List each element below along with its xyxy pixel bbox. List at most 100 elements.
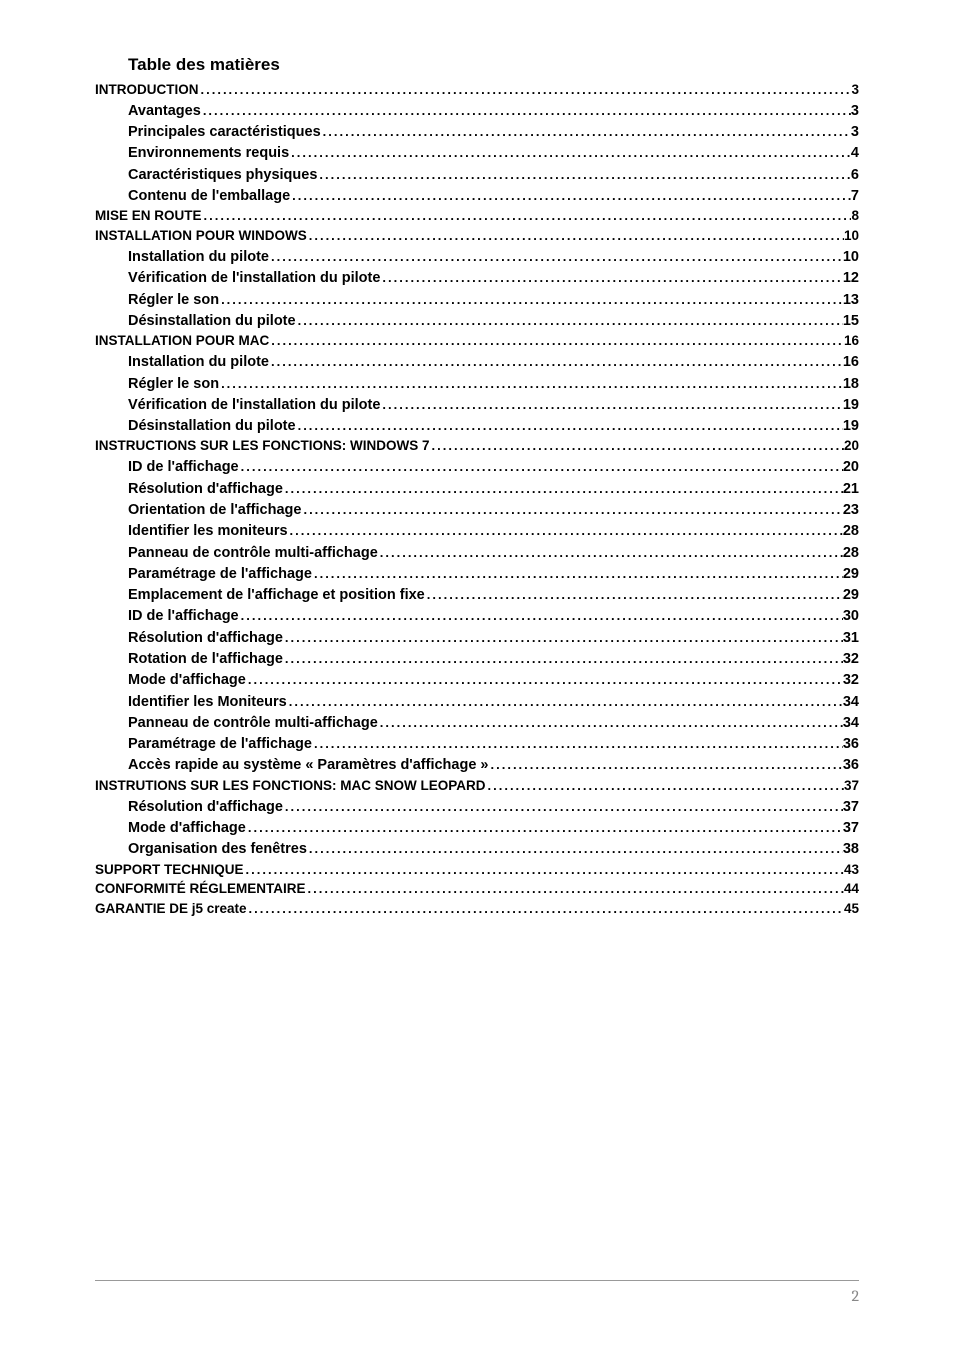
toc-entry-title: Paramétrage de l'affichage	[128, 734, 312, 754]
toc-entry-title: Régler le son	[128, 374, 219, 394]
toc-entry-title: INSTALLATION POUR MAC	[95, 332, 269, 351]
toc-entry[interactable]: CONFORMITÉ RÉGLEMENTAIRE ...............…	[95, 880, 859, 899]
toc-leader-dots: ........................................…	[425, 586, 843, 604]
toc-entry[interactable]: Emplacement de l'affichage et position f…	[95, 585, 859, 605]
toc-entry-title: Environnements requis	[128, 143, 289, 163]
toc-leader-dots: ........................................…	[289, 144, 851, 162]
toc-entry-title: Vérification de l'installation du pilote	[128, 395, 380, 415]
toc-entry-title: Paramétrage de l'affichage	[128, 564, 312, 584]
toc-entry-page: 21	[843, 479, 859, 499]
toc-entry[interactable]: Désinstallation du pilote ..............…	[95, 416, 859, 436]
toc-entry[interactable]: Principales caractéristiques ...........…	[95, 122, 859, 142]
toc-entry-page: 6	[851, 165, 859, 185]
toc-entry[interactable]: Paramétrage de l'affichage .............…	[95, 734, 859, 754]
toc-entry-page: 3	[851, 122, 859, 142]
toc-entry-page: 8	[851, 207, 859, 226]
page-number: 2	[95, 1287, 859, 1305]
toc-entry-title: SUPPORT TECHNIQUE	[95, 861, 244, 880]
toc-entry[interactable]: Environnements requis ..................…	[95, 143, 859, 163]
toc-entry-title: Orientation de l'affichage	[128, 500, 301, 520]
toc-entry[interactable]: ID de l'affichage ......................…	[95, 457, 859, 477]
toc-entry-title: Désinstallation du pilote	[128, 311, 296, 331]
toc-entry[interactable]: Installation du pilote .................…	[95, 352, 859, 372]
toc-entry[interactable]: Panneau de contrôle multi-affichage ....…	[95, 543, 859, 563]
toc-entry[interactable]: Résolution d'affichage .................…	[95, 628, 859, 648]
toc-leader-dots: ........................................…	[219, 291, 843, 309]
toc-entry[interactable]: INTRODUCTION ...........................…	[95, 81, 859, 100]
toc-entry-page: 29	[843, 564, 859, 584]
toc-entry[interactable]: Régler le son ..........................…	[95, 290, 859, 310]
toc-leader-dots: ........................................…	[378, 714, 843, 732]
toc-entry[interactable]: Régler le son ..........................…	[95, 374, 859, 394]
toc-entry[interactable]: Caractéristiques physiques .............…	[95, 165, 859, 185]
toc-entry[interactable]: Résolution d'affichage .................…	[95, 797, 859, 817]
toc-leader-dots: ........................................…	[489, 756, 843, 774]
toc-leader-dots: ........................................…	[296, 417, 843, 435]
toc-leader-dots: ........................................…	[246, 819, 843, 837]
toc-entry[interactable]: Vérification de l'installation du pilote…	[95, 395, 859, 415]
toc-leader-dots: ........................................…	[239, 458, 843, 476]
toc-entry-page: 10	[843, 247, 859, 267]
toc-entry-title: INSTRUCTIONS SUR LES FONCTIONS: WINDOWS …	[95, 437, 430, 456]
toc-entry[interactable]: Désinstallation du pilote ..............…	[95, 311, 859, 331]
toc-leader-dots: ........................................…	[317, 166, 851, 184]
toc-entry[interactable]: Avantages ..............................…	[95, 101, 859, 121]
toc-entry-page: 20	[844, 437, 859, 456]
toc-entry-title: Installation du pilote	[128, 352, 269, 372]
footer-rule	[95, 1280, 859, 1281]
toc-entry[interactable]: Organisation des fenêtres ..............…	[95, 839, 859, 859]
toc-entry[interactable]: INSTALLATION POUR MAC ..................…	[95, 332, 859, 351]
toc-entry[interactable]: INSTRUCTIONS SUR LES FONCTIONS: WINDOWS …	[95, 437, 859, 456]
toc-entry-page: 7	[851, 186, 859, 206]
toc-entry-title: Mode d'affichage	[128, 670, 246, 690]
toc-entry[interactable]: GARANTIE DE j5 create ..................…	[95, 900, 859, 919]
toc-entry-title: Caractéristiques physiques	[128, 165, 317, 185]
toc-entry-page: 29	[843, 585, 859, 605]
toc-entry-page: 38	[843, 839, 859, 859]
toc-entry-title: MISE EN ROUTE	[95, 207, 202, 226]
toc-entry[interactable]: Installation du pilote .................…	[95, 247, 859, 267]
toc-entry[interactable]: Accès rapide au système « Paramètres d'a…	[95, 755, 859, 775]
toc-entry-title: Résolution d'affichage	[128, 628, 283, 648]
toc-entry-page: 37	[843, 797, 859, 817]
toc-entry[interactable]: Paramétrage de l'affichage .............…	[95, 564, 859, 584]
toc-leader-dots: ........................................…	[378, 544, 843, 562]
toc-leader-dots: ........................................…	[269, 248, 843, 266]
toc-entry[interactable]: MISE EN ROUTE ..........................…	[95, 207, 859, 226]
toc-entry[interactable]: Orientation de l'affichage .............…	[95, 500, 859, 520]
toc-entry-title: Avantages	[128, 101, 201, 121]
toc-leader-dots: ........................................…	[486, 777, 844, 795]
toc-entry-title: Identifier les moniteurs	[128, 521, 288, 541]
toc-entry[interactable]: Vérification de l'installation du pilote…	[95, 268, 859, 288]
toc-entry-page: 28	[843, 543, 859, 563]
toc-entry[interactable]: ID de l'affichage ......................…	[95, 606, 859, 626]
toc-entry[interactable]: Rotation de l'affichage ................…	[95, 649, 859, 669]
toc-entry[interactable]: Mode d'affichage .......................…	[95, 670, 859, 690]
toc-entry[interactable]: Panneau de contrôle multi-affichage ....…	[95, 713, 859, 733]
toc-entry[interactable]: INSTALLATION POUR WINDOWS ..............…	[95, 227, 859, 246]
toc-entry[interactable]: Mode d'affichage .......................…	[95, 818, 859, 838]
toc-entry-page: 19	[843, 416, 859, 436]
toc-entry-page: 4	[851, 143, 859, 163]
toc-entry[interactable]: Identifier les Moniteurs ...............…	[95, 692, 859, 712]
toc-leader-dots: ........................................…	[269, 332, 844, 350]
toc-entry-page: 30	[843, 606, 859, 626]
toc-entry[interactable]: Contenu de l'emballage .................…	[95, 186, 859, 206]
toc-entry-page: 45	[844, 900, 859, 919]
toc-container: Table des matières INTRODUCTION ........…	[95, 55, 859, 919]
toc-leader-dots: ........................................…	[244, 861, 844, 879]
toc-entry-page: 44	[844, 880, 859, 899]
toc-leader-dots: ........................................…	[301, 501, 842, 519]
toc-entry-title: INSTALLATION POUR WINDOWS	[95, 227, 307, 246]
toc-leader-dots: ........................................…	[201, 102, 851, 120]
toc-leader-dots: ........................................…	[321, 123, 851, 141]
toc-entry-page: 3	[851, 101, 859, 121]
toc-entry-title: GARANTIE DE j5 create	[95, 900, 247, 919]
toc-entry[interactable]: SUPPORT TECHNIQUE ......................…	[95, 861, 859, 880]
toc-entry-title: Résolution d'affichage	[128, 479, 283, 499]
toc-entry[interactable]: INSTRUTIONS SUR LES FONCTIONS: MAC SNOW …	[95, 777, 859, 796]
toc-entry-title: Organisation des fenêtres	[128, 839, 307, 859]
toc-entry-page: 32	[843, 670, 859, 690]
toc-entry[interactable]: Résolution d'affichage .................…	[95, 479, 859, 499]
toc-entry[interactable]: Identifier les moniteurs ...............…	[95, 521, 859, 541]
